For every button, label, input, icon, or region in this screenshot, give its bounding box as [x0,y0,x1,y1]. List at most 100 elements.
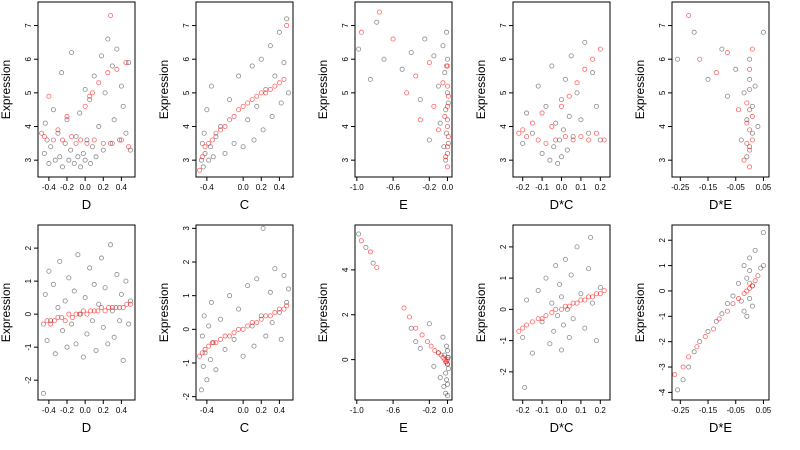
x-tick-label: 0.2 [595,406,607,415]
y-axis-label: Expression [633,283,647,342]
data-point [691,29,697,35]
y-tick-label: 6 [24,56,33,61]
x-tick-label: -0.6 [386,183,400,192]
data-point [126,60,132,66]
data-point [422,36,428,42]
x-tick-label: 0.05 [756,183,772,192]
data-point [441,384,447,390]
data-point [73,134,79,140]
data-point [87,97,93,103]
data-point [208,83,214,89]
data-point [431,53,437,59]
data-point [543,140,549,146]
data-point [210,154,216,160]
x-tick-label: 0.2 [256,183,268,192]
y-tick-label: 1 [499,275,508,280]
data-point [363,244,369,250]
y-tick-label: 2 [24,245,33,250]
panel-top-D: -0.4 -0.2 0.0 0.2 0.4 3 4 5 6 7 D Expression [0,1,136,212]
data-point [747,285,753,291]
data-point [231,140,237,146]
data-point [48,321,54,327]
panel-top-DE: -0.25 -0.15 -0.05 0.05 3 4 5 6 7 D*E Expression [633,1,772,212]
data-point [69,134,75,140]
data-point [747,147,753,153]
plot-frame [512,1,611,178]
data-point [570,134,576,140]
data-point [582,39,588,45]
data-point [240,144,246,150]
data-point [209,137,215,143]
x-tick-label: -1.0 [350,183,364,192]
data-point [123,60,129,66]
y-tick-label: 7 [658,23,667,28]
data-point [543,313,549,319]
x-tick-label: -0.05 [727,406,746,415]
data-point [78,137,84,143]
data-point [444,124,450,130]
data-point [50,281,56,287]
y-tick-label: 5 [499,90,508,95]
y-tick-label: 6 [658,56,667,61]
x-axis-label: D*C [550,197,574,212]
data-point [69,49,75,55]
data-point [118,83,124,89]
series-red [40,301,133,327]
data-point [413,339,419,345]
data-point [374,19,380,25]
data-point [202,347,208,353]
data-point [267,43,273,49]
data-point [108,12,114,18]
data-point [82,157,88,163]
data-point [758,265,764,271]
data-point [108,140,114,146]
y-axis-label: Expression [316,60,330,119]
data-point [755,124,761,130]
data-point [209,340,215,346]
data-point [240,326,246,332]
data-point [281,272,287,278]
panel-top-DC: -0.2 -0.1 0.0 0.1 0.2 3 4 5 6 7 D*C Expression [474,1,611,212]
data-point [555,313,561,319]
data-point [222,150,228,156]
data-point [118,137,124,143]
data-point [51,318,57,324]
data-point [46,93,52,99]
y-tick-label: 0 [341,357,350,362]
data-point [520,325,526,331]
data-point [516,130,522,136]
data-point [276,29,282,35]
x-tick-label: 0.2 [595,183,607,192]
data-point [96,124,102,130]
data-point [197,167,203,173]
data-point [44,338,50,344]
data-point [442,113,448,119]
data-point [560,322,566,328]
data-point [574,90,580,96]
data-point [108,242,114,248]
data-point [724,308,730,314]
x-tick-label: -0.4 [42,406,56,415]
data-point [370,260,376,266]
data-point [574,300,580,306]
y-axis-label: Expression [474,60,488,119]
data-point [263,313,269,319]
data-point [741,90,747,96]
data-point [516,328,522,334]
data-point [744,117,750,123]
data-point [586,137,592,143]
data-point [91,73,97,79]
data-point [88,161,94,167]
data-point [444,29,450,35]
x-tick-label: 0.1 [575,183,587,192]
data-point [686,364,692,370]
y-tick-label: 3 [341,157,350,162]
data-point [120,103,126,109]
data-point [236,107,242,113]
x-tick-label: -0.1 [535,406,549,415]
data-point [100,140,106,146]
y-tick-label: 3 [499,157,508,162]
data-point [741,157,747,163]
data-point [208,357,214,363]
